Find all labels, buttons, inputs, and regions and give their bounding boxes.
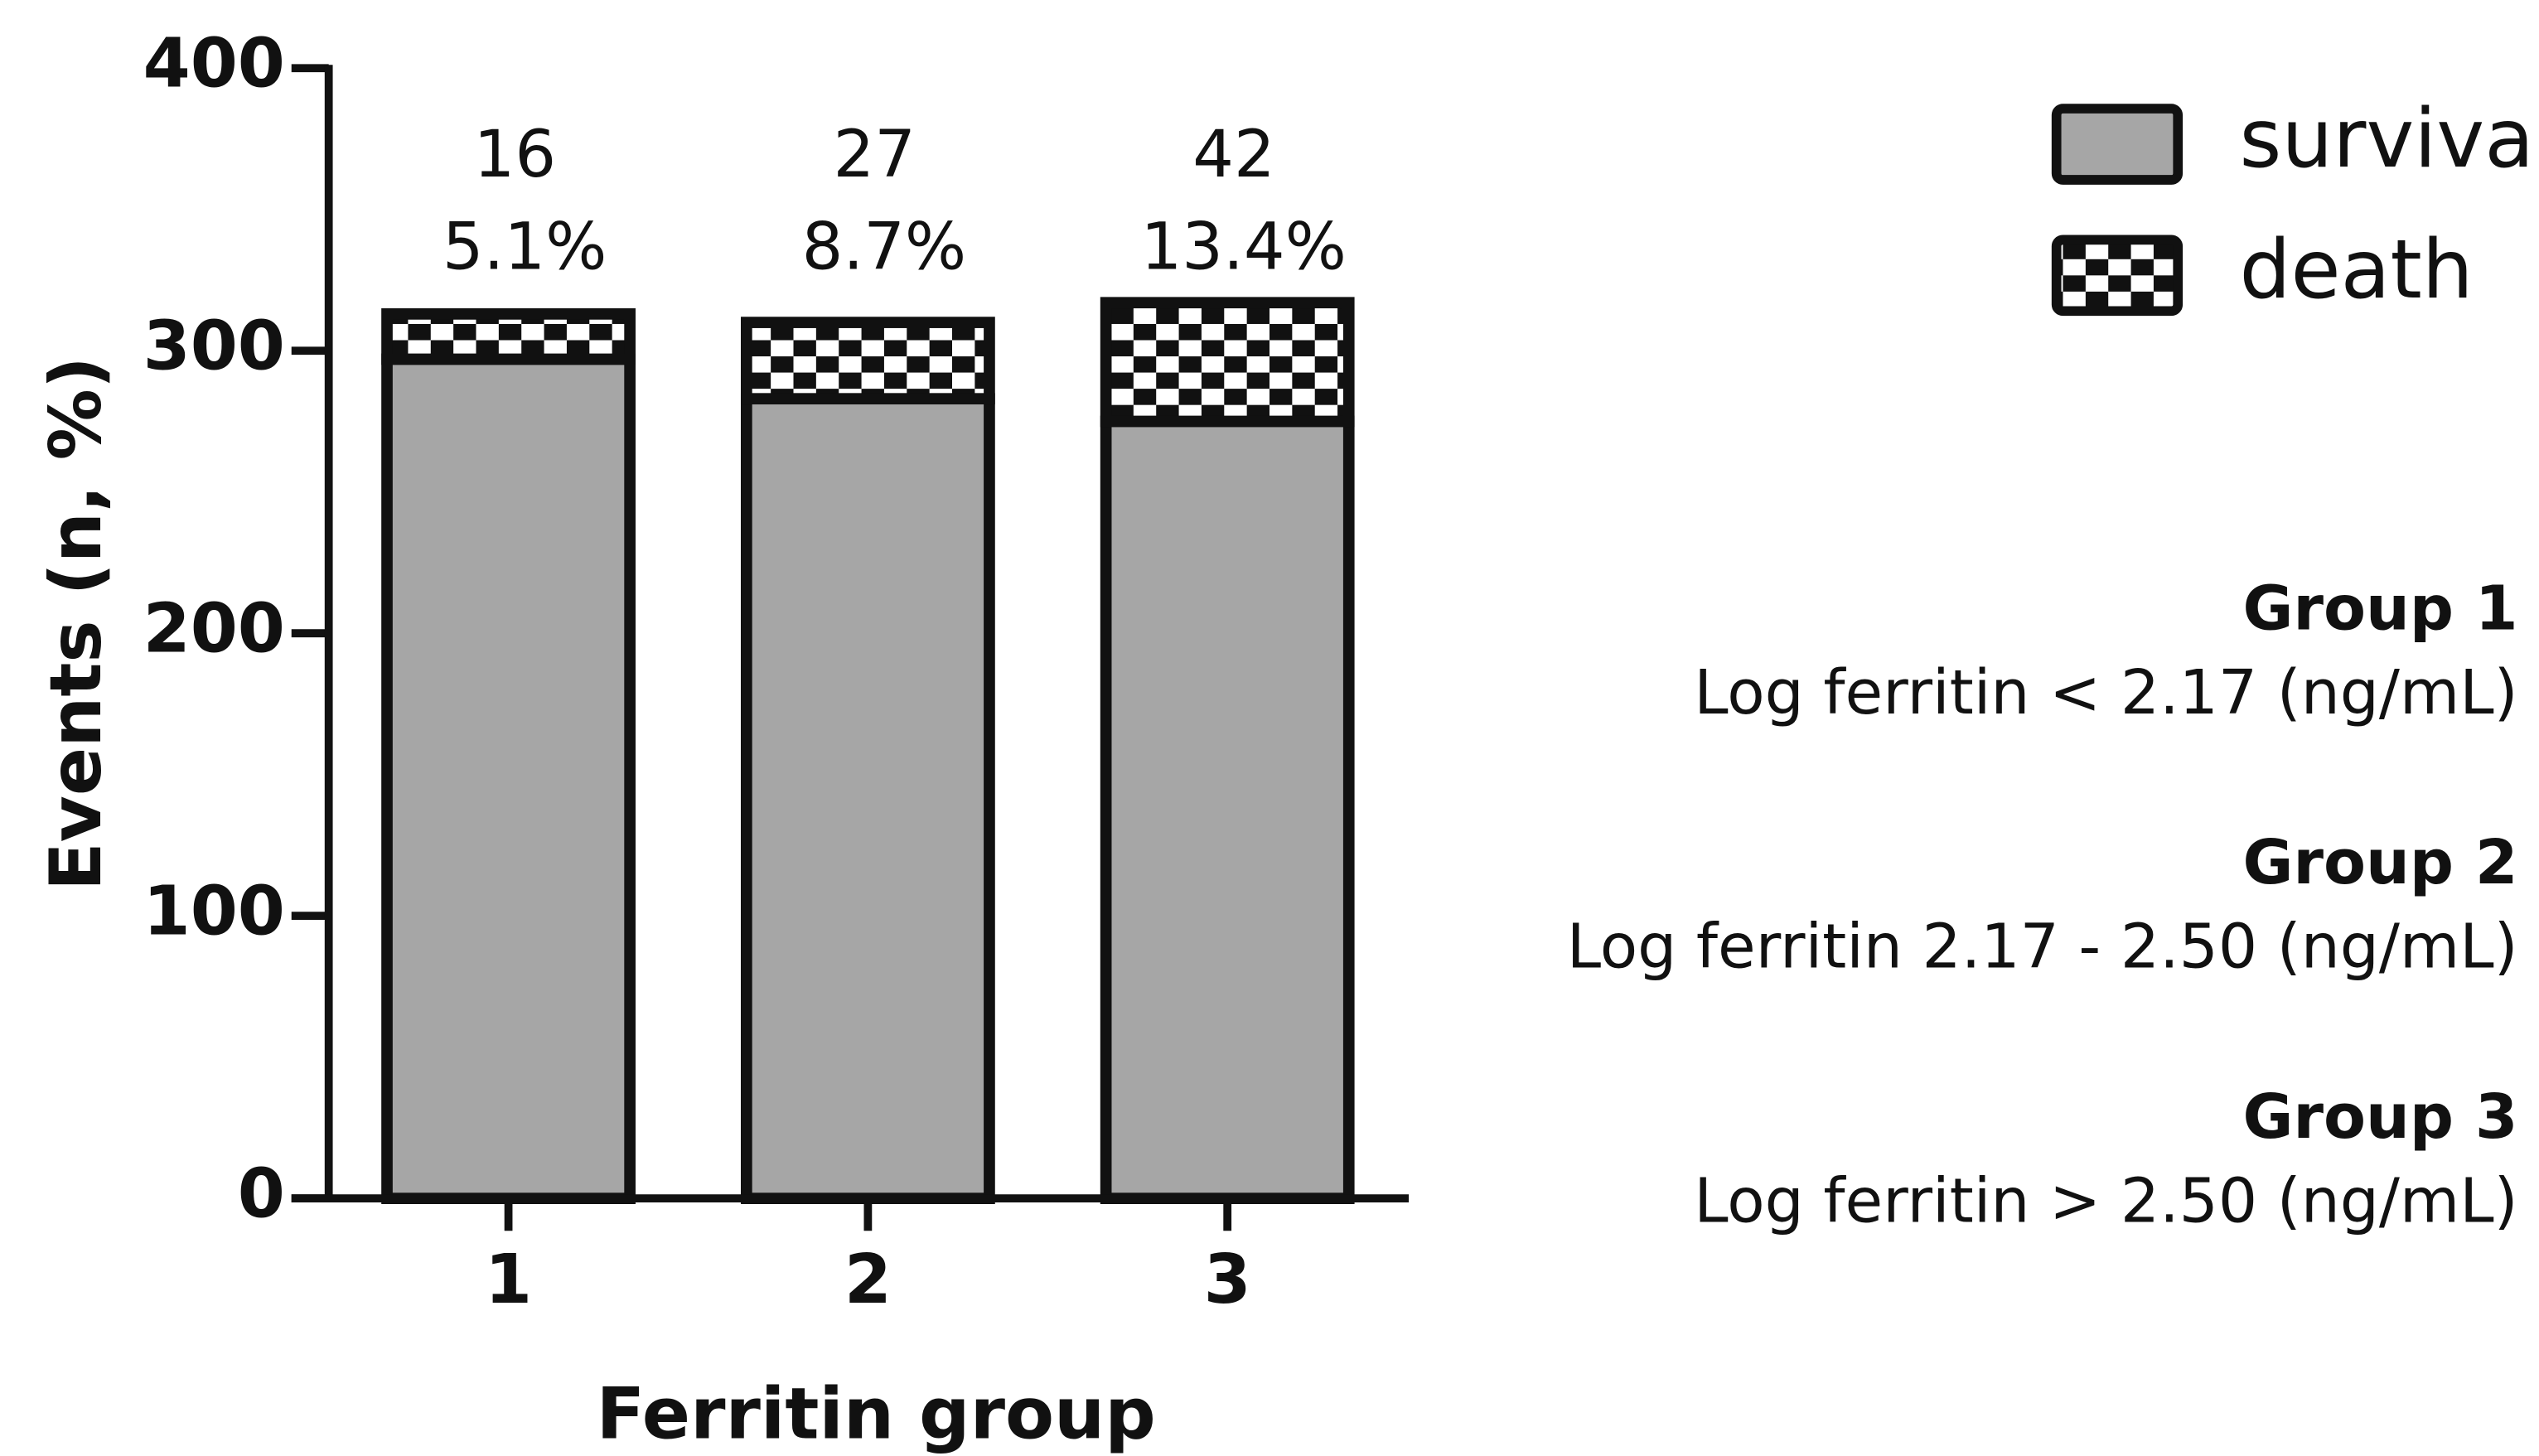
y-tick-label: 300	[143, 307, 285, 386]
group-title: Group 3	[2242, 1081, 2517, 1153]
group-text: Log ferritin < 2.17 (ng/mL)	[1694, 656, 2517, 728]
legend-swatch	[2051, 235, 2184, 317]
x-tick-label: 2	[844, 1241, 892, 1319]
bar-segment	[740, 317, 995, 405]
percent-label: 13.4%	[1141, 210, 1347, 285]
group-text: Log ferritin > 2.50 (ng/mL)	[1694, 1164, 2517, 1236]
y-tick-label: 200	[143, 590, 285, 669]
legend-label: death	[2239, 223, 2473, 317]
group-title: Group 1	[2242, 572, 2517, 644]
legend-swatch	[2051, 104, 2184, 185]
bar-segment	[381, 353, 636, 1205]
percent-label: 5.1%	[443, 210, 607, 285]
y-tick-label: 400	[143, 25, 285, 104]
x-tick-label: 1	[485, 1241, 532, 1319]
y-axis-title: Events (n, %)	[35, 356, 118, 891]
bar-segment	[381, 308, 636, 365]
value-label: 16	[474, 117, 556, 192]
bar-segment	[1100, 297, 1355, 428]
legend-label: survival	[2239, 92, 2539, 186]
y-tick-label: 100	[143, 873, 285, 951]
percent-label: 8.7%	[802, 210, 967, 285]
group-title: Group 2	[2242, 826, 2517, 898]
value-label: 42	[1192, 117, 1274, 192]
value-label: 27	[833, 117, 915, 192]
group-text: Log ferritin 2.17 - 2.50 (ng/mL)	[1567, 911, 2518, 983]
bar-segment	[1100, 415, 1355, 1204]
x-tick-label: 3	[1204, 1241, 1251, 1319]
x-axis-title: Ferritin group	[597, 1372, 1156, 1455]
bar-segment	[740, 393, 995, 1204]
y-tick-label: 0	[238, 1155, 285, 1234]
